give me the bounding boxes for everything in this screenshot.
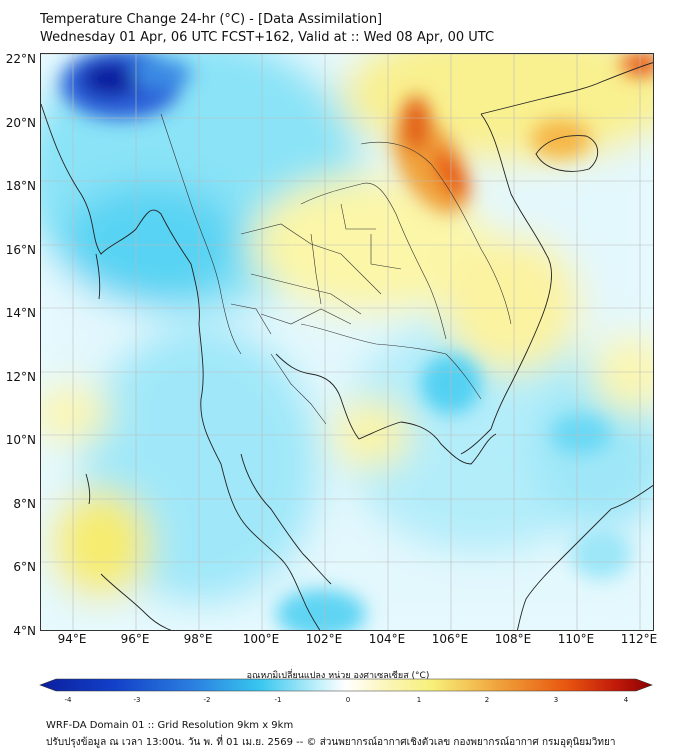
chart-subtitle-valid-time: Wednesday 01 Apr, 06 UTC FCST+162, Valid… [40, 30, 495, 45]
colorbar [39, 678, 653, 692]
temperature-extremes [61, 54, 653, 630]
lon-label-106e: 106°E [431, 632, 469, 646]
lon-label-100e: 100°E [242, 632, 280, 646]
country-borders [160, 113, 512, 425]
coastlines [41, 62, 653, 630]
lat-label-12n: 12°N [5, 370, 36, 384]
colorbar-label: อุณหภูมิเปลี่ยนแปลง หน่วย องศาเซลเซียส (… [246, 671, 430, 681]
colorbar-tick-0: 0 [345, 696, 351, 704]
footer-model-info: WRF-DA Domain 01 :: Grid Resolution 9km … [46, 720, 294, 731]
colorbar-tick-3: 3 [553, 696, 559, 704]
lat-label-8n: 8°N [13, 497, 36, 511]
colorbar-tick-neg1: -1 [274, 696, 282, 704]
lat-label-4n: 4°N [13, 624, 36, 638]
temperature-change-map [40, 53, 654, 631]
lat-label-18n: 18°N [5, 179, 36, 193]
lon-label-94e: 94°E [57, 632, 87, 646]
chart-title: Temperature Change 24-hr (°C) - [Data As… [40, 12, 383, 27]
map-canvas [41, 54, 653, 630]
lat-label-6n: 6°N [13, 560, 36, 574]
lat-label-20n: 20°N [5, 116, 36, 130]
colorbar-tick-4: 4 [623, 696, 629, 704]
lat-label-14n: 14°N [5, 306, 36, 320]
graticule [41, 54, 653, 630]
colorbar-tick-2: 2 [484, 696, 490, 704]
footer-update-credit: ปรับปรุงข้อมูล ณ เวลา 13:00น. วัน พ. ที่… [46, 737, 616, 748]
lon-label-108e: 108°E [494, 632, 532, 646]
lon-label-96e: 96°E [120, 632, 150, 646]
colorbar-tick-neg3: -3 [133, 696, 141, 704]
colorbar-tick-neg4: -4 [64, 696, 72, 704]
colorbar-tick-1: 1 [416, 696, 422, 704]
lon-label-104e: 104°E [368, 632, 406, 646]
lon-label-98e: 98°E [183, 632, 213, 646]
colorbar-tick-neg2: -2 [203, 696, 211, 704]
lon-label-110e: 110°E [557, 632, 595, 646]
lon-label-112e: 112°E [620, 632, 658, 646]
lon-label-102e: 102°E [305, 632, 343, 646]
lat-label-10n: 10°N [5, 433, 36, 447]
lat-label-22n: 22°N [5, 52, 36, 66]
lat-label-16n: 16°N [5, 243, 36, 257]
